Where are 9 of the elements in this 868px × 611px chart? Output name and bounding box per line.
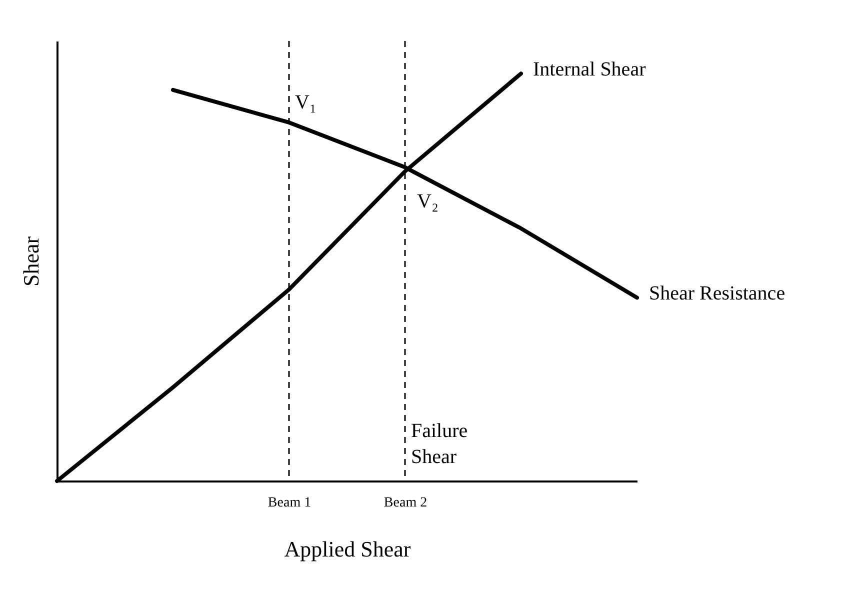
x-tick-label: Beam 2 — [384, 496, 428, 510]
x-tick-label: Beam 1 — [268, 496, 312, 510]
annotation: V₁ — [295, 91, 316, 114]
y-axis-title: Shear — [18, 236, 44, 287]
x-axis-title: Applied Shear — [284, 536, 412, 562]
ref-line-label: Failure Shear — [411, 420, 468, 468]
annotation: V₂ — [417, 190, 438, 212]
series-label: Internal Shear — [533, 58, 646, 81]
series-label: Shear Resistance — [649, 282, 786, 305]
